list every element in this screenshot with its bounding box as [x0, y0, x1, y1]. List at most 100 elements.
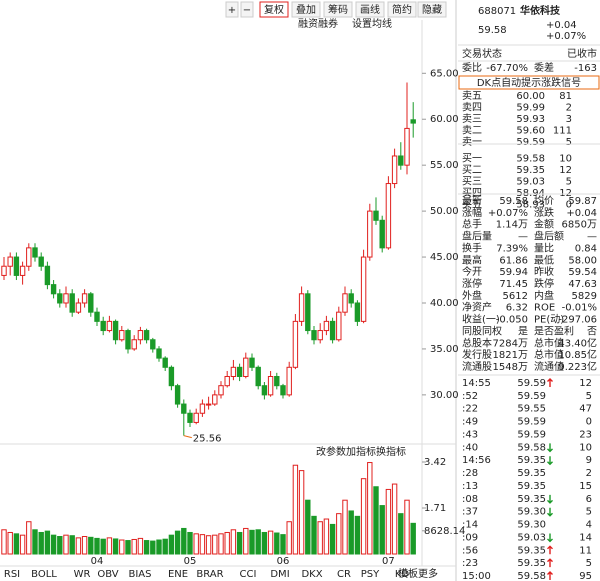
candle-body	[348, 293, 354, 304]
toolbar-button[interactable]	[240, 1, 254, 18]
book-label: 买三	[462, 176, 482, 188]
x-tick-label: 07	[382, 556, 395, 567]
volume-bar	[292, 464, 299, 555]
trade-time: :08	[462, 494, 478, 505]
trade-arrow	[547, 494, 553, 504]
stat-value: 59.87	[568, 196, 597, 207]
book-price: 58.93	[516, 200, 545, 211]
indicator-tab[interactable]: ENE	[168, 569, 188, 580]
volume-bar	[193, 533, 199, 555]
stat-label: 内盘	[534, 289, 554, 302]
indicator-tab[interactable]: PSY	[361, 569, 380, 580]
indicator-button[interactable]: 换指标	[376, 445, 406, 458]
candle-body	[236, 366, 243, 377]
candle-body	[280, 385, 286, 396]
trade-volume: 12	[579, 378, 592, 389]
candle-body	[50, 284, 57, 295]
stat-label: 盘后额	[534, 230, 564, 243]
stat-value: 1548万	[493, 362, 528, 373]
candle-body	[255, 366, 261, 387]
volume-bar	[156, 539, 162, 555]
book-price: 59.60	[516, 126, 545, 137]
candle-body	[305, 293, 311, 332]
candle-body	[162, 357, 168, 368]
candle-body	[342, 293, 348, 313]
trade-price: 59.59	[517, 429, 546, 440]
trade-price: 59.58	[517, 571, 546, 581]
trade-volume: 10	[579, 442, 592, 453]
indicator-tab[interactable]: WR	[74, 569, 91, 580]
stock-name: 华依科技	[520, 4, 561, 17]
stat-value: 5829	[572, 291, 597, 302]
book-label: 买二	[462, 164, 482, 176]
toolbar-button[interactable]	[291, 1, 321, 18]
stat-value: —	[518, 232, 528, 243]
indicator-tab[interactable]: DMI	[270, 569, 289, 580]
volume-bar	[274, 532, 280, 555]
stat-value: 9.223亿	[558, 360, 597, 373]
price-change: +0.04	[546, 20, 577, 31]
status-label: 交易状态	[462, 47, 502, 60]
indicator-tab[interactable]: KD	[395, 569, 410, 580]
candle-body	[100, 320, 106, 332]
volume-bar	[218, 533, 224, 555]
candle-body	[156, 348, 162, 359]
sub-button[interactable]: 设置均线	[352, 17, 392, 30]
stat-value: 59.54	[568, 267, 597, 278]
toolbar-button[interactable]	[417, 1, 447, 18]
book-price: 60.00	[516, 91, 545, 102]
indicator-button[interactable]: 改参数	[316, 445, 346, 458]
volume-bar	[404, 499, 410, 555]
signal-link[interactable]: DK点自动提示涨跌信号	[477, 76, 581, 89]
toolbar-button[interactable]	[355, 1, 385, 18]
trade-time: 14:55	[462, 378, 491, 389]
toolbar-button[interactable]	[323, 1, 353, 18]
stat-label: 金额	[534, 218, 554, 231]
indicator-tab[interactable]: 模板	[398, 567, 418, 580]
volume-bar	[162, 538, 168, 555]
candle-body	[317, 330, 323, 341]
candle-body	[404, 127, 410, 166]
status: 已收市	[567, 47, 597, 60]
toolbar-button[interactable]	[225, 1, 239, 18]
volume-bar	[174, 530, 181, 555]
volume-bar	[255, 529, 261, 555]
volume-bar	[88, 536, 94, 555]
trade-volume: 5	[586, 558, 592, 569]
stat-label: 最高	[462, 253, 482, 266]
book-label: 卖三	[462, 113, 482, 125]
indicator-tab[interactable]: CR	[337, 569, 351, 580]
indicator-tab[interactable]: 更多	[418, 567, 438, 580]
trade-price: 59.35	[517, 468, 546, 479]
volume-bar	[199, 534, 206, 555]
toolbar-button[interactable]	[387, 1, 417, 18]
toolbar-label: 简约	[392, 3, 412, 16]
indicator-tab[interactable]: OBV	[97, 569, 118, 580]
indicator-tab[interactable]: BRAR	[196, 569, 223, 580]
volume-bar	[100, 538, 106, 555]
indicator-tab[interactable]: RSI	[4, 569, 20, 580]
trade-volume: 5	[586, 507, 592, 518]
indicator-tab[interactable]: DKX	[301, 569, 322, 580]
book-label: 卖一	[462, 136, 482, 148]
indicator-button[interactable]: 加指标	[346, 445, 376, 458]
sub-button[interactable]: 融资融券	[298, 17, 338, 30]
indicator-tab[interactable]: BIAS	[129, 569, 152, 580]
trade-volume: 4	[586, 520, 592, 531]
toolbar-button[interactable]	[259, 1, 289, 18]
candle-body	[174, 385, 181, 405]
y-tick-label: 65.00	[430, 68, 459, 79]
trade-price: 59.35	[517, 558, 546, 569]
book-label: 卖五	[462, 90, 482, 102]
trade-time: :23	[462, 558, 478, 569]
candle-body	[261, 385, 268, 396]
volume-bar	[112, 538, 119, 555]
stat-label: 最低	[534, 253, 554, 266]
volume-bar	[230, 529, 237, 555]
indicator-tab[interactable]: CCI	[240, 569, 257, 580]
volume-bar	[106, 537, 113, 555]
candle-body	[267, 375, 274, 396]
volume-bar	[391, 483, 398, 555]
signal-link-box[interactable]	[458, 75, 600, 90]
indicator-tab[interactable]: BOLL	[31, 569, 57, 580]
